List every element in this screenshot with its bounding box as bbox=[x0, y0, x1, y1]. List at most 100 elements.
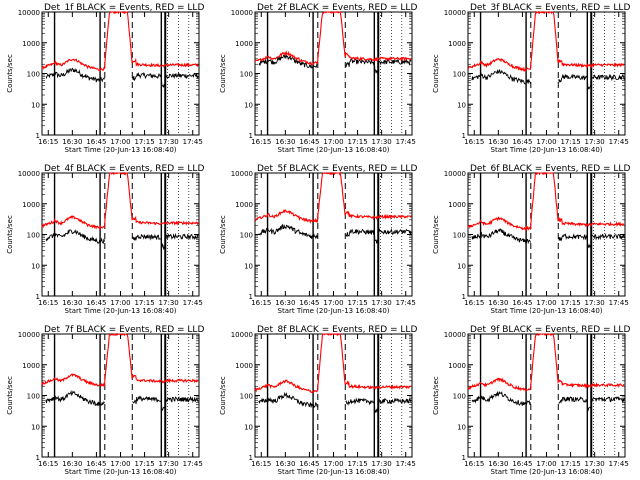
x-tick-label: 17:15 bbox=[347, 299, 367, 307]
x-tick-label: 16:45 bbox=[86, 138, 106, 146]
x-axis-label: Start Time (20-Jun-13 16:08:40) bbox=[491, 307, 603, 315]
y-tick-label: 10 bbox=[244, 101, 253, 109]
y-tick-label: 1000 bbox=[22, 40, 40, 48]
lld-series-line bbox=[254, 333, 412, 394]
x-tick-label: 16:15 bbox=[251, 299, 271, 307]
x-tick-label: 17:45 bbox=[396, 299, 416, 307]
y-tick-label: 1 bbox=[36, 454, 40, 462]
x-tick-label: 17:45 bbox=[183, 138, 203, 146]
y-tick-label: 10000 bbox=[18, 170, 40, 178]
x-tick-label: 16:30 bbox=[62, 138, 82, 146]
panel-2: Det_2f BLACK = Events, RED = LLD 1 10 100 10… bbox=[219, 3, 417, 154]
panel-4: Det_4f BLACK = Events, RED = LLD 1 10 100 10… bbox=[6, 164, 204, 315]
x-tick-label: 17:00 bbox=[323, 138, 343, 146]
x-tick-label: 17:30 bbox=[372, 460, 392, 468]
x-tick-label: 16:15 bbox=[464, 138, 484, 146]
x-tick-label: 17:15 bbox=[134, 460, 154, 468]
y-tick-label: 10000 bbox=[231, 9, 253, 17]
y-tick-label: 10 bbox=[244, 423, 253, 431]
y-tick-label: 1000 bbox=[448, 201, 466, 209]
y-axis-label: Counts/sec bbox=[432, 215, 440, 254]
x-tick-label: 16:30 bbox=[275, 460, 295, 468]
events-series-line bbox=[471, 69, 625, 90]
x-tick-label: 16:15 bbox=[38, 138, 58, 146]
x-axis-label: Start Time (20-Jun-13 16:08:40) bbox=[65, 146, 177, 154]
panel-title: Det_3f BLACK = Events, RED = LLD bbox=[470, 3, 630, 13]
x-tick-label: 16:30 bbox=[488, 460, 508, 468]
y-tick-label: 100 bbox=[453, 232, 466, 240]
lld-series-line bbox=[41, 10, 199, 72]
y-axis-label: Counts/sec bbox=[432, 54, 440, 93]
y-axis-label: Counts/sec bbox=[6, 54, 14, 93]
panel-title: Det_7f BLACK = Events, RED = LLD bbox=[44, 325, 204, 335]
panel-1: Det_1f BLACK = Events, RED = LLD 1 10 100 10… bbox=[6, 3, 204, 154]
x-tick-label: 17:45 bbox=[609, 299, 629, 307]
x-tick-label: 17:15 bbox=[560, 299, 580, 307]
x-tick-label: 17:45 bbox=[609, 138, 629, 146]
y-tick-label: 10000 bbox=[231, 331, 253, 339]
panel-7: Det_7f BLACK = Events, RED = LLD 1 10 100 10… bbox=[6, 325, 204, 476]
x-tick-label: 17:00 bbox=[536, 460, 556, 468]
y-tick-label: 1 bbox=[249, 132, 253, 140]
x-tick-label: 16:15 bbox=[464, 299, 484, 307]
x-tick-label: 16:45 bbox=[512, 299, 532, 307]
panel-5: Det_5f BLACK = Events, RED = LLD 1 10 100 10… bbox=[219, 164, 417, 315]
x-tick-label: 16:45 bbox=[299, 299, 319, 307]
panel-title: Det_2f BLACK = Events, RED = LLD bbox=[257, 3, 417, 13]
x-tick-label: 17:15 bbox=[347, 460, 367, 468]
x-tick-label: 17:45 bbox=[609, 460, 629, 468]
lld-series-line bbox=[467, 171, 625, 232]
x-tick-label: 16:45 bbox=[299, 138, 319, 146]
x-tick-label: 16:30 bbox=[62, 299, 82, 307]
y-tick-label: 100 bbox=[240, 393, 253, 401]
y-tick-label: 10000 bbox=[18, 331, 40, 339]
panel-9: Det_9f BLACK = Events, RED = LLD 1 10 100 10… bbox=[432, 325, 630, 476]
y-tick-label: 10000 bbox=[231, 170, 253, 178]
x-tick-label: 16:45 bbox=[86, 299, 106, 307]
x-tick-label: 17:30 bbox=[372, 299, 392, 307]
lld-series-line bbox=[41, 171, 199, 231]
y-tick-label: 1 bbox=[249, 293, 253, 301]
x-tick-label: 16:30 bbox=[62, 460, 82, 468]
x-tick-label: 16:15 bbox=[251, 460, 271, 468]
y-tick-label: 100 bbox=[240, 71, 253, 79]
panel-6: Det_6f BLACK = Events, RED = LLD 1 10 100 10… bbox=[432, 164, 630, 315]
x-tick-label: 16:30 bbox=[275, 138, 295, 146]
x-tick-label: 17:00 bbox=[536, 138, 556, 146]
panel-title: Det_4f BLACK = Events, RED = LLD bbox=[44, 164, 204, 174]
x-axis-label: Start Time (20-Jun-13 16:08:40) bbox=[278, 468, 390, 476]
y-tick-label: 10 bbox=[31, 423, 40, 431]
x-tick-label: 16:15 bbox=[38, 460, 58, 468]
events-series-line bbox=[258, 53, 412, 75]
y-tick-label: 1 bbox=[462, 293, 466, 301]
y-tick-label: 1 bbox=[462, 454, 466, 462]
y-axis-label: Counts/sec bbox=[6, 376, 14, 415]
x-tick-label: 17:00 bbox=[323, 299, 343, 307]
y-tick-label: 1000 bbox=[448, 40, 466, 48]
y-tick-label: 10 bbox=[31, 262, 40, 270]
x-tick-label: 17:15 bbox=[134, 299, 154, 307]
y-tick-label: 1 bbox=[249, 454, 253, 462]
y-tick-label: 1 bbox=[36, 293, 40, 301]
x-axis-label: Start Time (20-Jun-13 16:08:40) bbox=[491, 468, 603, 476]
y-axis-label: Counts/sec bbox=[6, 215, 14, 254]
x-tick-label: 17:45 bbox=[183, 299, 203, 307]
plot-frame bbox=[254, 11, 413, 136]
x-tick-label: 17:15 bbox=[560, 138, 580, 146]
y-axis-label: Counts/sec bbox=[219, 215, 227, 254]
x-tick-label: 17:30 bbox=[372, 138, 392, 146]
lld-series-line bbox=[254, 11, 412, 66]
y-axis-label: Counts/sec bbox=[219, 376, 227, 415]
y-tick-label: 100 bbox=[27, 393, 40, 401]
panel-title: Det_9f BLACK = Events, RED = LLD bbox=[470, 325, 630, 335]
events-series-line bbox=[258, 223, 412, 244]
x-axis-label: Start Time (20-Jun-13 16:08:40) bbox=[65, 307, 177, 315]
panel-title: Det_1f BLACK = Events, RED = LLD bbox=[44, 3, 204, 13]
panel-title: Det_8f BLACK = Events, RED = LLD bbox=[257, 325, 417, 335]
y-tick-label: 1000 bbox=[22, 362, 40, 370]
x-tick-label: 16:30 bbox=[275, 299, 295, 307]
y-tick-label: 10 bbox=[457, 262, 466, 270]
x-tick-label: 16:30 bbox=[488, 138, 508, 146]
x-tick-label: 16:15 bbox=[464, 460, 484, 468]
